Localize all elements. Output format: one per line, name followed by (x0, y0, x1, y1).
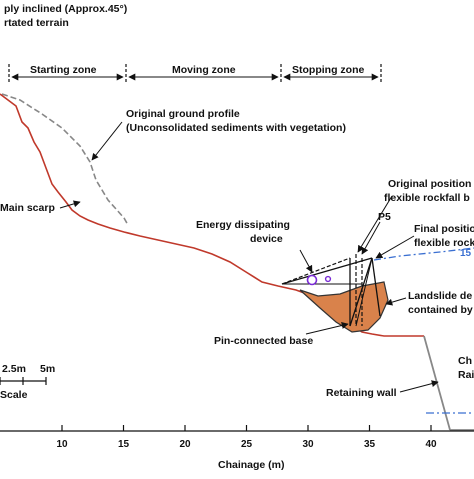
original-position-label-1: Original position (388, 178, 471, 190)
x-axis-ticks: 10 15 20 25 30 35 40 (56, 425, 437, 450)
retaining-wall (423, 335, 474, 431)
zone-starting-label: Starting zone (30, 64, 97, 76)
original-ground-label-2: (Unconsolidated sediments with vegetatio… (126, 122, 346, 134)
x-tick-label: 20 (179, 439, 191, 450)
energy-device-label-2: device (250, 233, 283, 245)
zone-moving-label: Moving zone (172, 64, 236, 76)
final-position-label-2: flexible rock (414, 237, 474, 249)
zone-stopping-label: Stopping zone (292, 64, 364, 76)
scale-label-b: 5m (40, 363, 55, 375)
energy-dissipating-device (306, 274, 332, 286)
angle-reference-line (373, 247, 474, 261)
x-tick-label: 25 (241, 439, 253, 450)
landslide-debris (299, 281, 389, 333)
zone-dividers (8, 64, 382, 84)
scale-bar (0, 377, 47, 385)
original-position-label-2: flexible rockfall b (384, 192, 470, 204)
landslide-label-2: contained by (408, 304, 473, 316)
final-position-label-1: Final positio (414, 223, 474, 235)
scale-title: Scale (0, 389, 28, 401)
original-ground-profile (1, 93, 129, 226)
landslide-label-1: Landslide de (408, 290, 472, 302)
right-bottom-label: Rai (458, 369, 474, 381)
pin-base-label: Pin-connected base (214, 335, 313, 347)
rockfall-barrier (281, 254, 381, 327)
header-line-2: rtated terrain (4, 17, 69, 29)
p5-label: P5 (378, 211, 391, 223)
x-axis-label: Chainage (m) (218, 459, 285, 471)
original-ground-label-1: Original ground profile (126, 108, 240, 120)
angle-label: 15 (460, 248, 472, 259)
x-tick-label: 15 (118, 439, 130, 450)
scale-label-a: 2.5m (2, 363, 26, 375)
main-scarp-label: Main scarp (0, 202, 55, 214)
retaining-wall-label: Retaining wall (326, 387, 397, 399)
x-tick-label: 30 (302, 439, 314, 450)
right-top-label: Ch (458, 355, 472, 367)
x-tick-label: 35 (364, 439, 376, 450)
x-tick-label: 40 (425, 439, 437, 450)
leader-lines (59, 121, 439, 393)
header-line-1: ply inclined (Approx.45°) (4, 3, 127, 15)
energy-device-label-1: Energy dissipating (196, 219, 290, 231)
x-tick-label: 10 (56, 439, 68, 450)
